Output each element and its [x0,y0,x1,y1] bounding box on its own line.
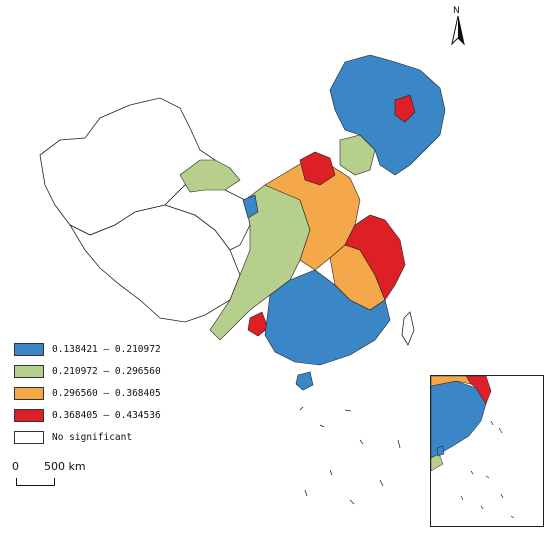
inset-green-region [431,453,444,472]
inset-orange-region [431,376,472,387]
region-northeast-blue [329,54,446,176]
legend-label: 0.138421 — 0.210972 [52,343,161,355]
region-east-red [344,214,406,301]
region-taiwan [401,311,415,346]
north-arrow: N [446,6,470,48]
scale-bar: 0 500 km [12,460,112,494]
legend-item: 0.210972 — 0.296560 [14,362,194,380]
inset-map [431,376,515,519]
legend-label: 0.210972 — 0.296560 [52,365,161,377]
inset-hainan [436,445,445,457]
region-heilongjiang-red [394,94,416,123]
legend-label: 0.368405 — 0.434536 [52,409,161,421]
scale-distance-label: 500 km [44,460,86,473]
inset-red-region [465,376,492,405]
legend-swatch [14,430,44,444]
legend-item: No significant [14,428,194,446]
legend-swatch [14,386,44,400]
scale-bar-line [16,478,55,486]
legend-item: 0.296560 — 0.368405 [14,384,194,402]
north-label: N [453,6,460,16]
region-southwest-red [247,311,269,337]
region-south-blue [264,269,391,366]
inset-blue-region [431,380,487,459]
north-arrow-icon [451,15,465,46]
south-china-sea-islands [299,406,401,505]
region-ningxia-blue [242,194,259,219]
legend-item: 0.138421 — 0.210972 [14,340,194,358]
legend-swatch [14,408,44,422]
region-hainan [295,371,314,391]
region-inner-mongolia-red [299,151,336,186]
south-china-sea-inset [430,375,544,527]
legend-label: 0.296560 — 0.368405 [52,387,161,399]
legend-label: No significant [52,431,133,443]
region-gansu-green [179,159,241,193]
legend-item: 0.368405 — 0.434536 [14,406,194,424]
scale-zero-label: 0 [12,460,19,473]
legend-swatch [14,342,44,356]
inset-islands [460,420,515,519]
legend: 0.138421 — 0.210972 0.210972 — 0.296560 … [14,340,194,450]
legend-swatch [14,364,44,378]
